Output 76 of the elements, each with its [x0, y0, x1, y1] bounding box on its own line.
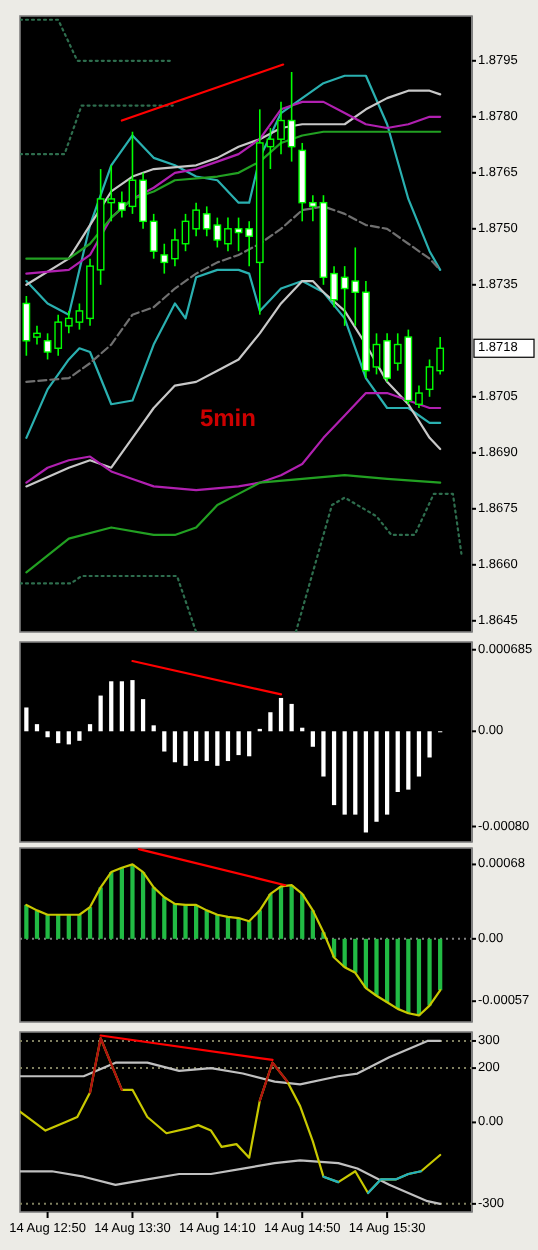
bar	[225, 731, 231, 762]
bar	[172, 903, 178, 939]
bar	[236, 731, 241, 756]
bar	[268, 893, 273, 939]
bar	[119, 681, 124, 732]
bar	[427, 938, 432, 1006]
bar	[172, 731, 178, 763]
bar	[194, 904, 199, 939]
bar	[119, 867, 124, 939]
bar	[363, 938, 369, 989]
bar	[353, 731, 358, 815]
bar	[395, 731, 400, 792]
bar	[310, 731, 315, 747]
bar	[98, 695, 103, 732]
bar	[374, 731, 379, 822]
bar	[321, 731, 326, 777]
bar	[385, 938, 390, 1003]
bar	[45, 914, 50, 939]
bar	[24, 707, 29, 732]
bar	[257, 910, 262, 939]
bar	[140, 699, 146, 732]
bar	[247, 921, 252, 939]
bar	[130, 864, 135, 939]
bar	[162, 731, 167, 752]
bar	[204, 731, 209, 762]
bar	[162, 897, 167, 939]
bar	[77, 731, 82, 741]
bar	[289, 703, 294, 732]
bar	[363, 731, 369, 833]
bar	[87, 907, 93, 939]
bar	[109, 872, 114, 939]
annotation: 5min	[199, 403, 256, 432]
bar	[77, 914, 82, 939]
bar	[109, 681, 114, 732]
bar	[289, 885, 294, 939]
bar	[56, 914, 61, 939]
bar	[45, 731, 50, 738]
bar	[34, 910, 40, 939]
bar	[278, 697, 284, 732]
line-series	[366, 1170, 423, 1195]
bar	[215, 914, 220, 939]
bar	[87, 724, 93, 732]
bar	[151, 725, 156, 732]
bar	[395, 938, 400, 1009]
bar	[140, 872, 146, 939]
bar	[353, 938, 358, 973]
bar	[416, 938, 422, 1016]
bar	[438, 938, 443, 991]
bar	[130, 680, 135, 732]
bar	[98, 887, 103, 939]
bar	[236, 918, 241, 939]
bar	[406, 938, 411, 1014]
bar	[331, 731, 337, 806]
bar	[24, 904, 29, 939]
bar	[342, 731, 347, 815]
bar	[300, 893, 305, 939]
bar	[56, 731, 61, 744]
line-series	[25, 863, 442, 1017]
bar	[247, 731, 252, 757]
bar	[374, 938, 379, 996]
bar	[66, 914, 71, 939]
bar	[427, 731, 432, 758]
bar	[151, 887, 156, 939]
bar	[268, 712, 273, 732]
bar	[278, 886, 284, 939]
bar	[215, 731, 220, 766]
bar	[183, 731, 188, 766]
bar	[66, 731, 71, 745]
bar	[406, 731, 411, 790]
bar	[385, 731, 390, 815]
bar	[416, 731, 422, 777]
bar	[34, 724, 40, 732]
bar	[194, 731, 199, 762]
bar	[225, 916, 231, 939]
bar	[183, 904, 188, 939]
bar	[204, 910, 209, 939]
